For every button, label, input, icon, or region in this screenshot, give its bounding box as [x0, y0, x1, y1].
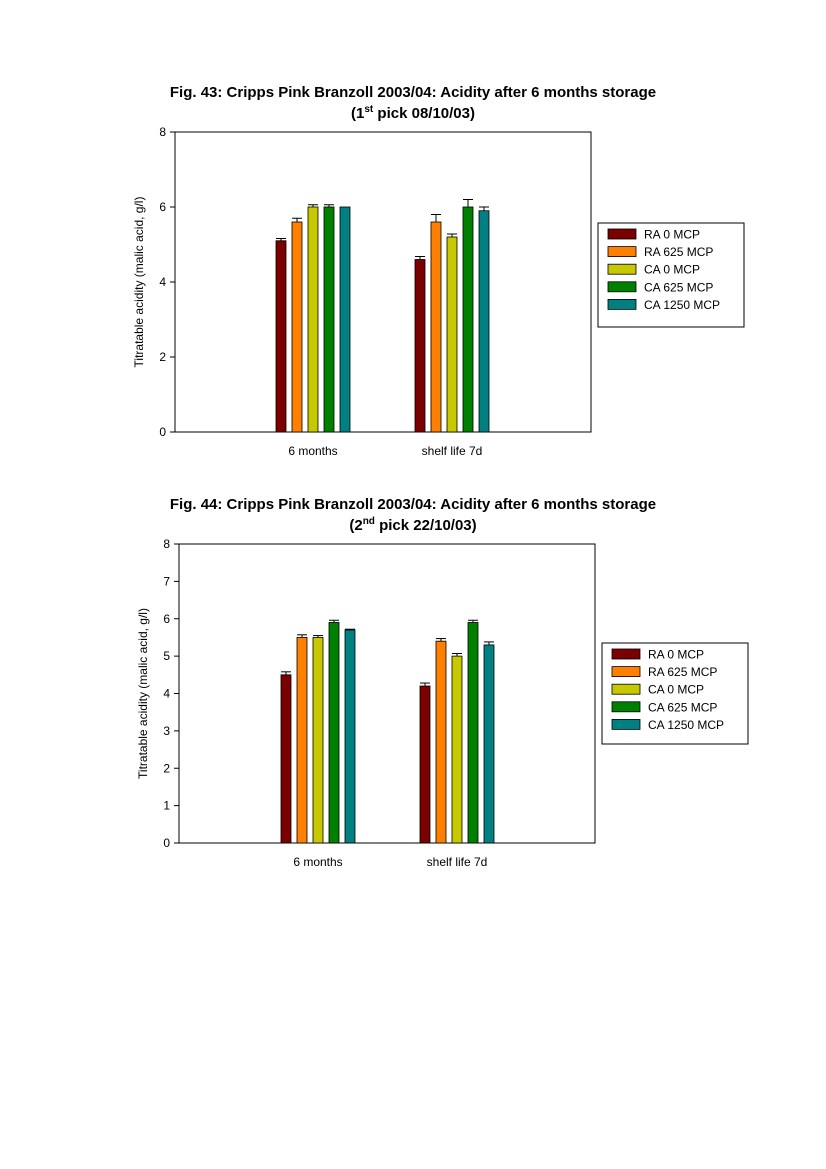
y-tick-label: 4: [163, 687, 170, 701]
bar: [483, 644, 495, 844]
figure-44-title-line2: (2nd pick 22/10/03): [349, 516, 477, 535]
y-tick-label: 2: [163, 761, 170, 775]
y-tick-label: 8: [159, 125, 166, 139]
y-tick-label: 0: [163, 836, 170, 850]
legend-label: CA 1250 MCP: [644, 298, 720, 312]
legend-label: CA 1250 MCP: [648, 718, 724, 732]
y-tick-label: 2: [159, 350, 166, 364]
bar: [307, 206, 319, 433]
y-axis-label: Titratable acidity (malic acid, g/l): [132, 197, 146, 368]
legend-label: RA 625 MCP: [648, 665, 717, 679]
x-category-label: 6 months: [288, 444, 337, 458]
figure-44-chart: 0 1 2 3 4 5 6 7 8 Titratable acidity (malic acid,…: [136, 537, 749, 869]
bar: [446, 236, 458, 433]
y-tick-label: 0: [159, 425, 166, 439]
legend-label: RA 0 MCP: [648, 648, 704, 662]
legend-label: CA 625 MCP: [648, 700, 717, 714]
bar: [339, 206, 351, 433]
x-category-label: shelf life 7d: [427, 855, 488, 869]
y-tick-label: 3: [163, 724, 170, 738]
y-tick-label: 1: [163, 799, 170, 813]
legend-swatch: [611, 719, 641, 730]
legend-swatch: [607, 246, 637, 258]
bar: [291, 221, 303, 433]
bar: [419, 685, 431, 844]
bar: [275, 240, 287, 433]
bar: [312, 637, 324, 844]
figure-43-title-line1: Fig. 43: Cripps Pink Branzoll 2003/04: A…: [169, 84, 657, 101]
y-tick-label: 8: [163, 537, 170, 551]
bar: [435, 640, 447, 844]
figure-44-title: Fig. 44: Cripps Pink Branzoll 2003/04: A…: [0, 494, 826, 536]
bar: [328, 622, 340, 844]
bar: [344, 629, 356, 844]
bar: [462, 206, 474, 433]
y-tick-label: 5: [163, 649, 170, 663]
plot-frame: [174, 131, 592, 433]
bar: [323, 206, 335, 433]
y-tick-label: 6: [163, 612, 170, 626]
legend-swatch: [607, 263, 637, 275]
bar: [280, 674, 292, 844]
legend-swatch: [607, 228, 637, 240]
legend-swatch: [611, 666, 641, 677]
legend-swatch: [611, 648, 641, 660]
figure-43-title-line2: (1st pick 08/10/03): [351, 104, 475, 123]
plot-frame: [178, 543, 596, 844]
bar: [296, 637, 308, 844]
y-tick-label: 7: [163, 574, 170, 588]
y-tick-label: 6: [159, 200, 166, 214]
legend-swatch: [611, 683, 641, 695]
figure-43-title: Fig. 43: Cripps Pink Branzoll 2003/04: A…: [0, 82, 826, 124]
legend-label: CA 625 MCP: [644, 280, 713, 294]
bar: [414, 259, 426, 433]
legend-swatch: [607, 298, 637, 310]
legend-label: CA 0 MCP: [648, 683, 704, 697]
legend-swatch: [607, 281, 637, 293]
y-tick-label: 4: [159, 275, 166, 289]
figure-43-chart: 0 2 4 6 8 Titratable acidity (malic acid, g/l…: [132, 125, 745, 458]
bar: [478, 210, 490, 433]
legend-swatch: [611, 701, 641, 713]
legend-label: RA 0 MCP: [644, 228, 700, 242]
figure-44-title-line1: Fig. 44: Cripps Pink Branzoll 2003/04: A…: [169, 496, 657, 513]
legend-label: CA 0 MCP: [644, 263, 700, 277]
y-axis-label: Titratable acidity (malic acid, g/l): [136, 608, 150, 779]
bar: [467, 622, 479, 844]
x-category-label: shelf life 7d: [422, 444, 483, 458]
legend-label: RA 625 MCP: [644, 245, 713, 259]
bar: [451, 655, 463, 844]
bar: [430, 221, 442, 433]
x-category-label: 6 months: [293, 855, 342, 869]
